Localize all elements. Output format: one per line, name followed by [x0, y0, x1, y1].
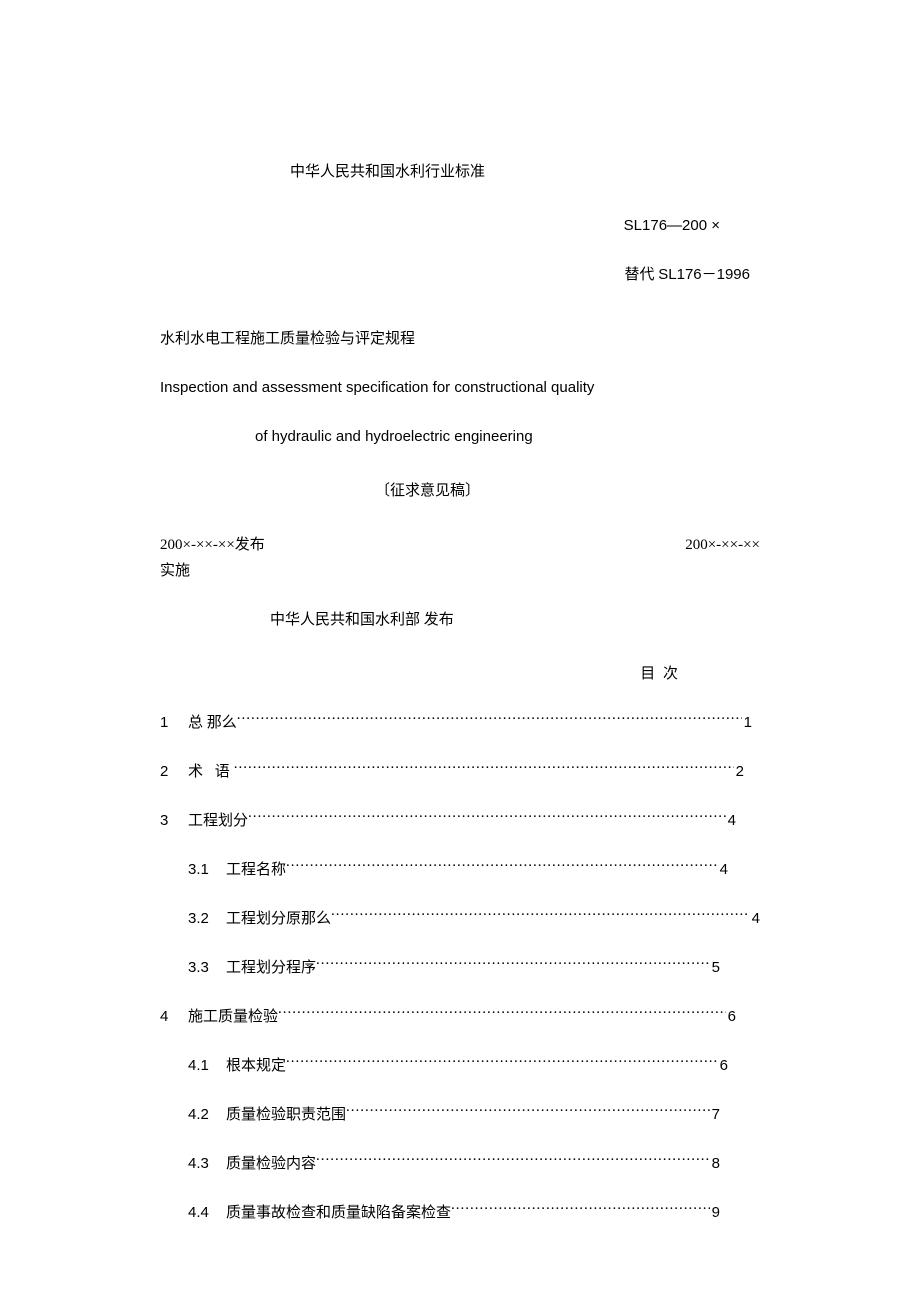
- toc-item: 4.1 根本规定 6: [160, 1054, 760, 1078]
- toc-item-label: 总 那么: [188, 711, 237, 735]
- toc-item: 3.2 工程划分原那么 4: [160, 907, 760, 931]
- toc-item-number: 3: [160, 809, 176, 833]
- toc-item: 2 术 语 2: [160, 760, 760, 784]
- toc-item: 4 施工质量检验 6: [160, 1005, 760, 1029]
- toc-item-number: 3.1: [188, 858, 214, 882]
- toc-item-label: 质量检验职责范围: [226, 1103, 346, 1127]
- toc-item-number: 4.1: [188, 1054, 214, 1078]
- toc-item-page: 5: [710, 956, 720, 980]
- toc-item-page: 4: [726, 809, 736, 833]
- toc-item-dots: [234, 761, 734, 776]
- toc-item-page: 6: [718, 1054, 728, 1078]
- doc-title-en-line1: Inspection and assessment specification …: [160, 376, 760, 400]
- toc-item-label: 施工质量检验: [188, 1005, 278, 1029]
- toc-item: 4.4 质量事故检查和质量缺陷备案检查 9: [160, 1201, 760, 1225]
- standard-code: SL176—200 ×: [160, 214, 760, 238]
- toc-item: 4.3 质量检验内容 8: [160, 1152, 760, 1176]
- replace-prefix: 替代: [624, 267, 658, 283]
- toc-item-dots: [278, 1006, 726, 1021]
- toc-item-page: 1: [742, 711, 752, 735]
- toc-item-label: 根本规定: [226, 1054, 286, 1078]
- toc-item-label: 工程划分原那么: [226, 907, 331, 931]
- publisher: 中华人民共和国水利部 发布: [160, 608, 760, 632]
- publish-date: 200×-××-××发布: [160, 533, 265, 557]
- replace-code: 替代 SL176－1996: [160, 263, 760, 287]
- toc-item: 3.3 工程划分程序 5: [160, 956, 760, 980]
- replace-code-value: SL176－1996: [658, 266, 750, 283]
- toc-item-dots: [248, 810, 726, 825]
- toc-item-dots: [331, 908, 750, 923]
- toc-item-number: 4: [160, 1005, 176, 1029]
- implement-date: 200×-××-××: [685, 533, 760, 557]
- toc-item-label: 术 语: [188, 760, 234, 784]
- toc-item-label: 质量事故检查和质量缺陷备案检查: [226, 1201, 451, 1225]
- toc-item-dots: [316, 957, 710, 972]
- toc-item-dots: [237, 712, 742, 727]
- toc-container: 1 总 那么 1 2 术 语 2 3 工程划分 4 3.1 工程名称 4 3.2 工程划分原那么 4 3.3 工…: [160, 711, 760, 1225]
- implement-label: 实施: [160, 559, 760, 583]
- toc-item-page: 9: [710, 1201, 720, 1225]
- toc-item-label: 工程名称: [226, 858, 286, 882]
- toc-item-number: 4.2: [188, 1103, 214, 1127]
- main-title: 中华人民共和国水利行业标准: [160, 160, 760, 184]
- toc-item-page: 4: [718, 858, 728, 882]
- toc-item-page: 8: [710, 1152, 720, 1176]
- toc-item-label: 工程划分: [188, 809, 248, 833]
- toc-item-dots: [316, 1153, 710, 1168]
- toc-item-number: 2: [160, 760, 176, 784]
- toc-item-dots: [346, 1104, 710, 1119]
- toc-item: 1 总 那么 1: [160, 711, 760, 735]
- toc-item-dots: [451, 1202, 710, 1217]
- doc-title-cn: 水利水电工程施工质量检验与评定规程: [160, 327, 760, 351]
- dates-row: 200×-××-××发布 200×-××-××: [160, 533, 760, 557]
- toc-item: 4.2 质量检验职责范围 7: [160, 1103, 760, 1127]
- toc-item-number: 4.3: [188, 1152, 214, 1176]
- draft-note: 〔征求意见稿〕: [160, 479, 760, 503]
- toc-item-number: 4.4: [188, 1201, 214, 1225]
- toc-item-dots: [286, 1055, 718, 1070]
- toc-item-label: 质量检验内容: [226, 1152, 316, 1176]
- toc-item: 3.1 工程名称 4: [160, 858, 760, 882]
- toc-item-page: 4: [750, 907, 760, 931]
- toc-header: 目 次: [160, 662, 760, 686]
- toc-item-number: 3.2: [188, 907, 214, 931]
- doc-title-en-line2: of hydraulic and hydroelectric engineeri…: [160, 425, 760, 449]
- toc-item-label: 工程划分程序: [226, 956, 316, 980]
- toc-item-number: 1: [160, 711, 176, 735]
- toc-item-number: 3.3: [188, 956, 214, 980]
- toc-item-page: 6: [726, 1005, 736, 1029]
- toc-item-page: 7: [710, 1103, 720, 1127]
- toc-item-dots: [286, 859, 718, 874]
- toc-item-page: 2: [734, 760, 744, 784]
- toc-item: 3 工程划分 4: [160, 809, 760, 833]
